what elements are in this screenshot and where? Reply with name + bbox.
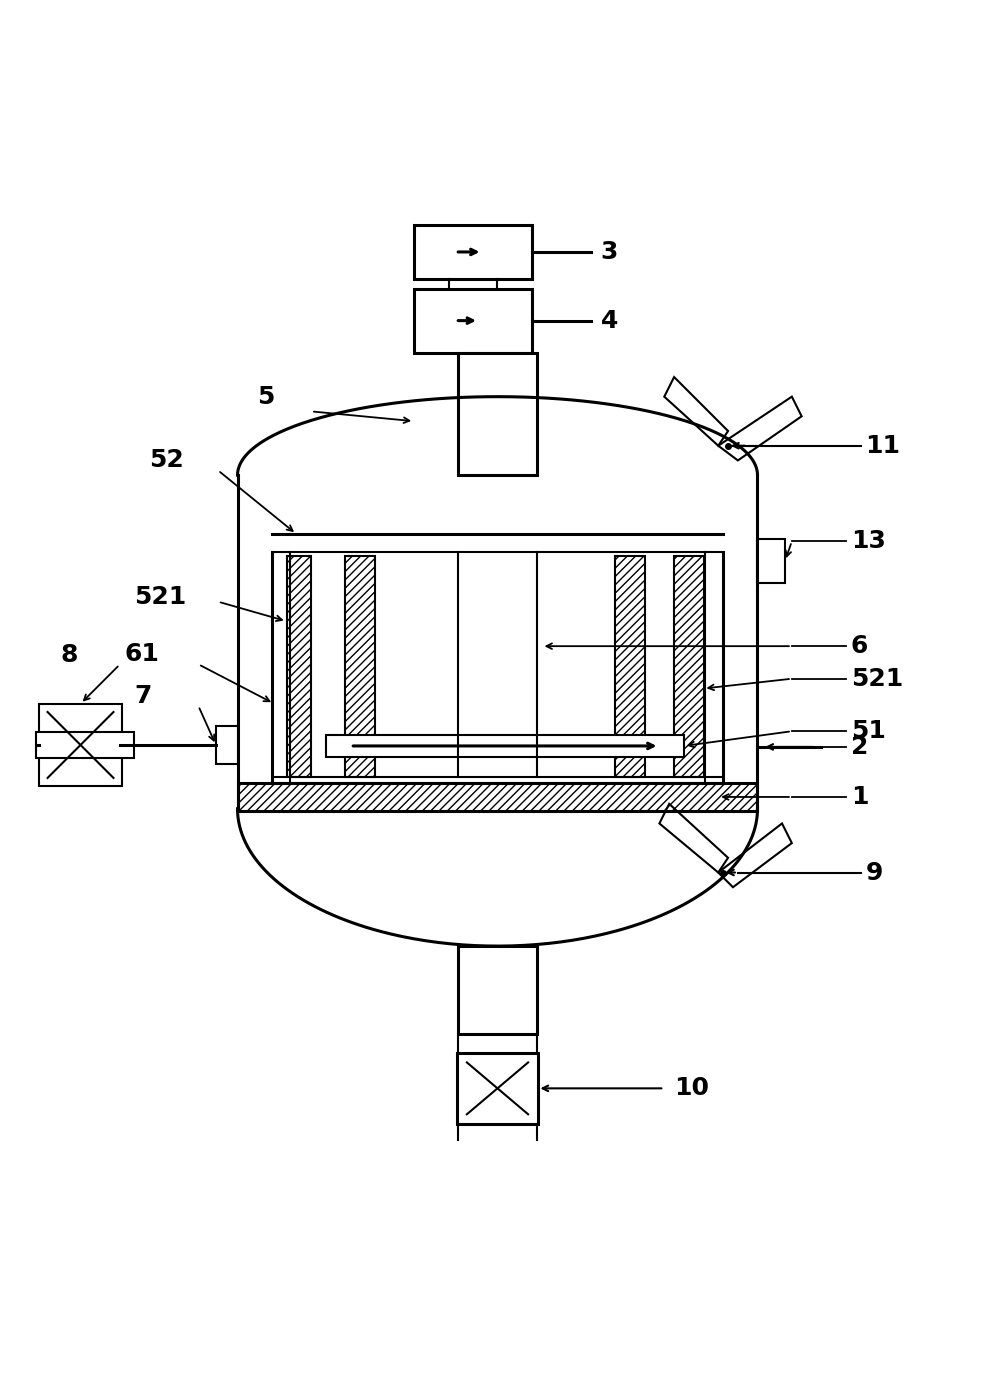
Bar: [286, 556, 311, 777]
Text: 1: 1: [850, 785, 868, 808]
Text: 10: 10: [673, 1077, 709, 1100]
Bar: [37, 732, 133, 757]
Text: 11: 11: [865, 434, 900, 457]
Bar: [457, 1053, 537, 1124]
Bar: [414, 225, 532, 279]
Text: 521: 521: [134, 585, 187, 608]
Bar: [756, 539, 784, 583]
Text: 6: 6: [850, 634, 867, 658]
Bar: [216, 727, 238, 764]
Bar: [673, 556, 703, 777]
Text: 521: 521: [850, 666, 902, 691]
Text: 51: 51: [850, 719, 885, 744]
Text: 9: 9: [865, 861, 882, 884]
Text: 7: 7: [134, 684, 152, 708]
Text: 5: 5: [256, 384, 274, 409]
Bar: [238, 784, 756, 811]
Bar: [414, 289, 532, 352]
Bar: [458, 352, 536, 475]
Text: 4: 4: [600, 308, 617, 333]
Bar: [458, 947, 536, 1034]
Bar: [345, 556, 375, 777]
Text: 8: 8: [61, 643, 79, 666]
Text: 61: 61: [124, 643, 159, 666]
Bar: [614, 556, 644, 777]
Bar: [40, 703, 121, 786]
Text: 13: 13: [850, 529, 885, 553]
Text: 3: 3: [600, 240, 617, 264]
Text: 2: 2: [850, 735, 867, 759]
Bar: [325, 735, 683, 757]
Text: 52: 52: [149, 448, 184, 473]
